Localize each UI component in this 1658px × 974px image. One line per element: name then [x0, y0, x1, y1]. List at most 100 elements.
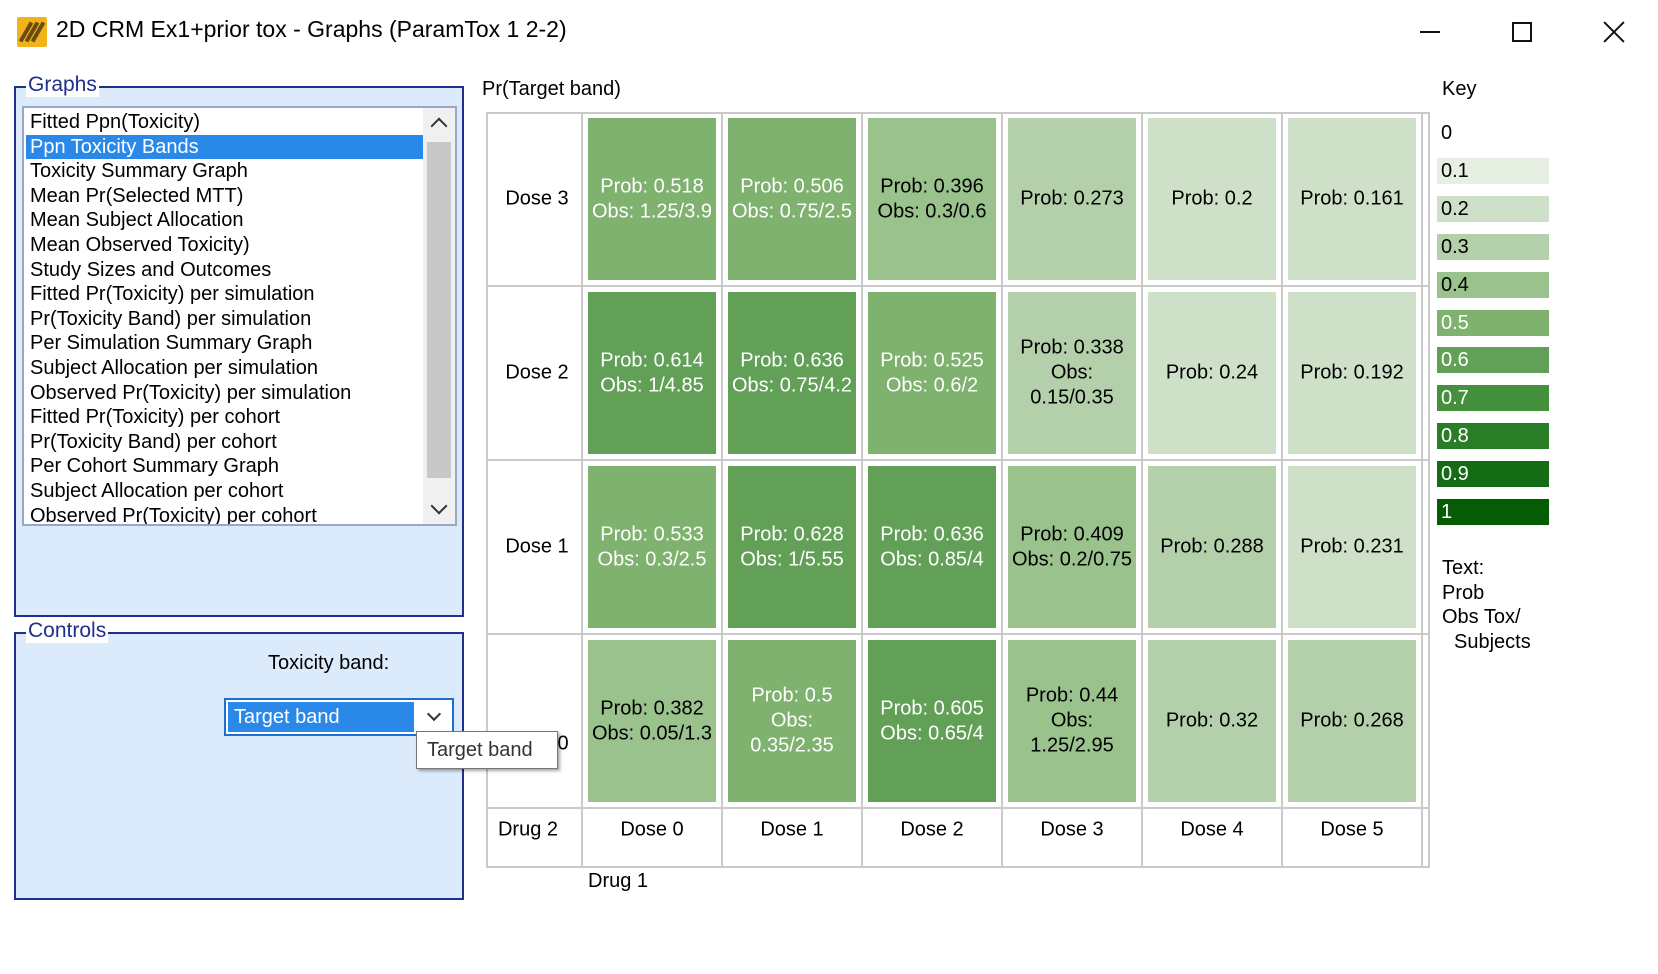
chart-title: Pr(Target band) [482, 78, 621, 100]
cell-obs-label: 0.15/0.35 [1030, 386, 1113, 408]
listbox-scrollbar[interactable] [423, 108, 455, 524]
cell-obs-label: Obs: 1/4.85 [600, 374, 703, 396]
toxicity-band-selected-value: Target band [228, 702, 414, 732]
cell-prob-label: Prob: 0.231 [1300, 535, 1403, 557]
column-label: Dose 0 [620, 818, 683, 840]
heatmap-cell [1008, 118, 1136, 280]
cell-obs-label: Obs: 0.3/0.6 [878, 200, 987, 222]
cell-prob-label: Prob: 0.396 [880, 175, 983, 197]
graph-list-item[interactable]: Subject Allocation per simulation [30, 357, 318, 379]
heatmap-cell [868, 640, 996, 802]
column-label: Dose 4 [1180, 818, 1243, 840]
scroll-down-button[interactable] [423, 494, 455, 524]
graph-list-item[interactable]: Mean Observed Toxicity) [30, 234, 250, 256]
heatmap-cell [1288, 640, 1416, 802]
cell-prob-label: Prob: 0.605 [880, 697, 983, 719]
key-level: 0.7 [1437, 385, 1549, 412]
title-bar: 2D CRM Ex1+prior tox - Graphs (ParamTox … [0, 0, 1658, 64]
graph-list-item[interactable]: Mean Subject Allocation [30, 209, 244, 232]
cell-obs-label: Obs: 0.05/1.3 [592, 722, 712, 744]
row-label: Dose 3 [505, 187, 568, 209]
key-level: 1 [1437, 499, 1549, 525]
graph-list-item[interactable]: Pr(Toxicity Band) per simulation [30, 307, 312, 330]
key-level: 0.6 [1437, 347, 1549, 374]
heatmap-cell [1148, 118, 1276, 280]
cell-obs-label: Obs: 0.75/4.2 [732, 374, 852, 396]
cell-prob-label: Prob: 0.525 [880, 349, 983, 371]
toxicity-band-dropdown[interactable]: Target band [224, 698, 454, 736]
heatmap-cell [1008, 466, 1136, 628]
graph-list-item[interactable]: Fitted Pr(Toxicity) per simulation [30, 283, 315, 306]
cell-obs-label: 0.35/2.35 [750, 734, 833, 756]
cell-prob-label: Prob: 0.5 [751, 684, 832, 706]
graph-list-item[interactable]: Fitted Ppn(Toxicity) [30, 111, 201, 133]
minimize-button[interactable] [1384, 0, 1476, 64]
window-title: 2D CRM Ex1+prior tox - Graphs (ParamTox … [56, 16, 567, 42]
cell-prob-label: Prob: 0.338 [1020, 336, 1123, 358]
heatmap-cell [868, 466, 996, 628]
graph-list-item[interactable]: Per Simulation Summary Graph [30, 332, 313, 355]
graph-list-item[interactable]: Subject Allocation per cohort [30, 480, 284, 502]
graphs-groupbox: Graphs Fitted Ppn(Toxicity) Ppn Toxicity … [14, 73, 464, 617]
graph-list-item[interactable]: Pr(Toxicity Band) per cohort [30, 430, 277, 453]
key-level: 0.1 [1437, 157, 1549, 184]
minimize-icon [1420, 31, 1440, 33]
cell-prob-label: Prob: 0.24 [1166, 361, 1258, 383]
cell-obs-prefix: Obs: [1051, 361, 1093, 383]
scroll-thumb[interactable] [427, 142, 451, 478]
graph-list-item[interactable]: Toxicity Summary Graph [30, 160, 248, 183]
maximize-button[interactable] [1476, 0, 1568, 64]
heatmap-cell [588, 118, 716, 280]
heatmap-cell [728, 118, 856, 280]
cell-prob-label: Prob: 0.506 [740, 175, 843, 197]
cell-prob-label: Prob: 0.533 [600, 523, 703, 545]
cell-prob-label: Prob: 0.288 [1160, 535, 1263, 557]
heatmap-cell [1008, 292, 1136, 454]
key-text-line: Prob [1442, 581, 1485, 604]
scroll-up-button[interactable] [423, 108, 455, 138]
chevron-down-icon [430, 497, 448, 515]
heatmap-cell [1288, 292, 1416, 454]
heatmap-cell [1008, 640, 1136, 802]
cell-prob-label: Prob: 0.2 [1171, 187, 1252, 209]
key-level: 0 [1437, 120, 1549, 146]
graph-list-item[interactable]: Fitted Pr(Toxicity) per cohort [30, 406, 281, 429]
dropdown-arrow-button[interactable] [418, 702, 450, 732]
app-logo-icon [17, 17, 47, 47]
heatmap-cell [728, 640, 856, 802]
heatmap-cell [588, 466, 716, 628]
cell-prob-label: Prob: 0.273 [1020, 187, 1123, 209]
cell-prob-label: Prob: 0.518 [600, 175, 703, 197]
graph-list-item[interactable]: Observed Pr(Toxicity) per cohort [30, 504, 317, 526]
column-label: Dose 1 [760, 818, 823, 840]
heatmap-cell [1148, 292, 1276, 454]
graph-list-item[interactable]: Ppn Toxicity Bands [26, 134, 426, 159]
key-level: 0.4 [1437, 271, 1549, 298]
cell-prob-label: Prob: 0.614 [600, 349, 703, 371]
heatmap-cell [728, 466, 856, 628]
graph-list-item[interactable]: Mean Pr(Selected MTT) [30, 184, 244, 207]
cell-obs-label: Obs: 0.2/0.75 [1012, 548, 1132, 570]
cell-obs-label: Obs: 0.3/2.5 [598, 548, 707, 570]
graphs-listbox[interactable]: Fitted Ppn(Toxicity) Ppn Toxicity Bands To… [22, 106, 457, 526]
graph-list-item[interactable]: Observed Pr(Toxicity) per simulation [30, 381, 352, 404]
cell-prob-label: Prob: 0.636 [740, 349, 843, 371]
graph-list-item[interactable]: Per Cohort Summary Graph [30, 455, 279, 478]
cell-obs-prefix: Obs: [1051, 709, 1093, 731]
cell-prob-label: Prob: 0.44 [1026, 684, 1118, 706]
cell-prob-label: Prob: 0.32 [1166, 709, 1258, 731]
cell-prob-label: Prob: 0.409 [1020, 523, 1123, 545]
column-label: Dose 2 [900, 818, 963, 840]
dropdown-tooltip: Target band [416, 731, 558, 769]
cell-obs-prefix: Obs: [771, 709, 813, 731]
chevron-up-icon [430, 117, 448, 135]
key-text-line: Obs Tox/ [1442, 606, 1521, 628]
corner-label: Drug 2 [498, 818, 558, 840]
graph-list-item[interactable]: Study Sizes and Outcomes [30, 258, 272, 281]
row-label: Dose 2 [505, 361, 568, 383]
cell-obs-label: Obs: 1/5.55 [740, 548, 843, 570]
close-button[interactable] [1568, 0, 1658, 64]
cell-prob-label: Prob: 0.268 [1300, 709, 1403, 731]
cell-obs-label: 1.25/2.95 [1030, 734, 1113, 756]
